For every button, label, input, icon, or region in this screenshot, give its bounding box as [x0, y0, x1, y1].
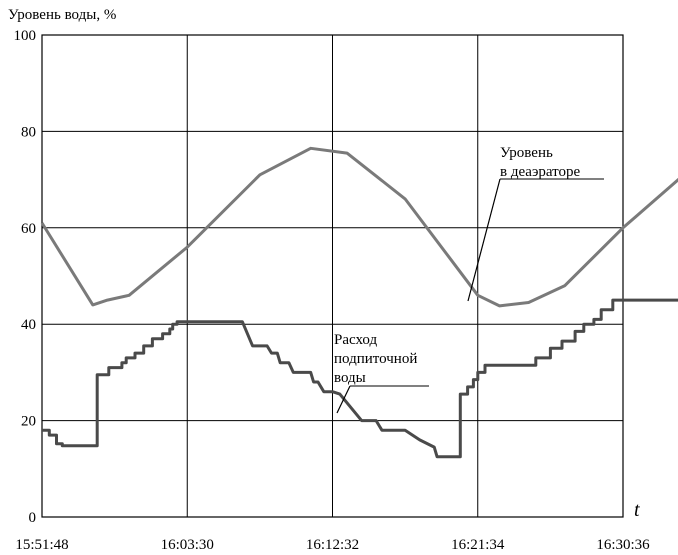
annotation-level-line-1: Уровень [500, 145, 553, 161]
x-tick-label: 15:51:48 [15, 537, 68, 553]
x-tick-label: 16:12:32 [306, 537, 359, 553]
x-axis-label: t [634, 499, 640, 521]
y-tick-label: 80 [21, 124, 36, 140]
y-axis-label: Уровень воды, % [8, 7, 116, 23]
x-tick-label: 16:03:30 [161, 537, 214, 553]
series-line-flow [42, 298, 678, 459]
y-tick-label: 20 [21, 414, 36, 430]
y-tick-label: 60 [21, 221, 36, 237]
annotation-flow-line-2: подпиточной [334, 351, 417, 367]
annotation-flow-leader [336, 385, 351, 414]
series-lines [40, 146, 678, 459]
annotation-flow-line-1: Расход [334, 332, 377, 348]
annotations: Уровень в деаэраторе Расход подпиточной воды [334, 145, 604, 414]
y-tick-label: 40 [21, 317, 36, 333]
grid [41, 34, 624, 518]
series-line-level [40, 146, 678, 308]
tick-labels: 0 20 40 60 80 100 15:51:48 16:03:30 16:12:32 16:2… [14, 28, 651, 553]
y-tick-label: 0 [29, 510, 37, 526]
x-tick-label: 16:21:34 [451, 537, 505, 553]
y-tick-label: 100 [14, 28, 37, 44]
annotation-level-line-2: в деаэраторе [500, 164, 581, 180]
annotation-level-leader [467, 178, 501, 302]
x-tick-label: 16:30:36 [596, 537, 650, 553]
annotation-flow-line-3: воды [334, 370, 366, 386]
